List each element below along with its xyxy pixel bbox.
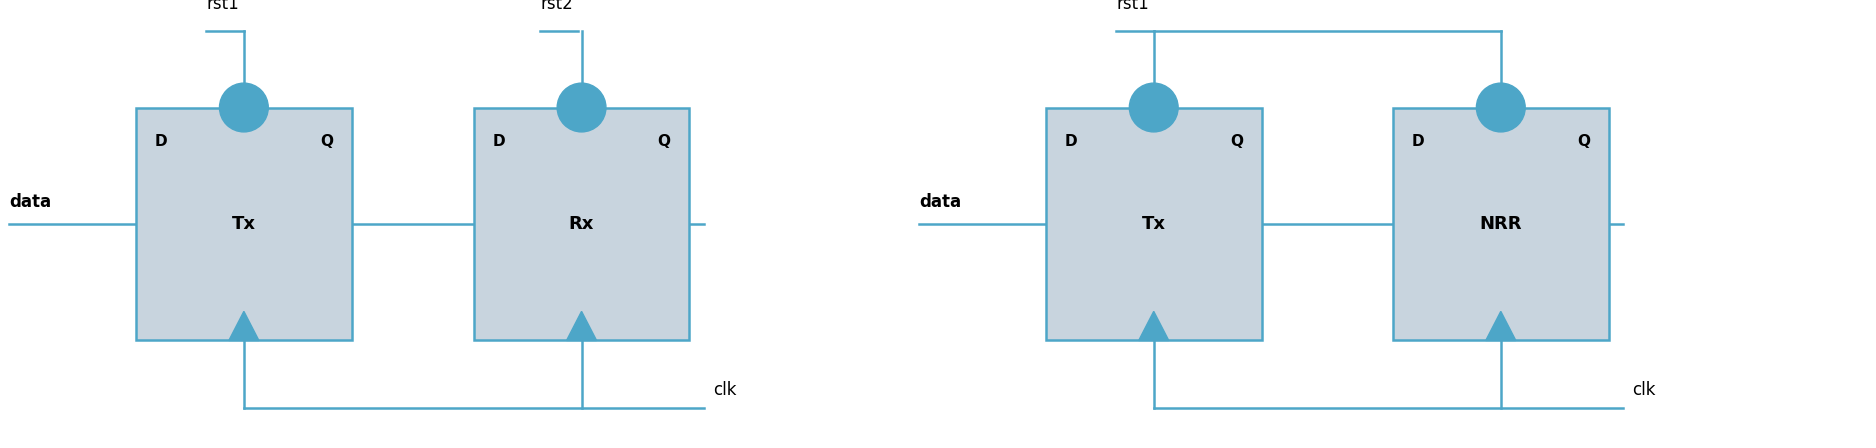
Text: Q: Q	[321, 134, 332, 149]
Ellipse shape	[219, 83, 268, 132]
Text: D: D	[492, 134, 505, 149]
Text: NRR: NRR	[1480, 215, 1521, 233]
Ellipse shape	[1129, 83, 1178, 132]
Bar	[473, 108, 688, 340]
Text: rst1: rst1	[1116, 0, 1148, 13]
Polygon shape	[567, 311, 597, 340]
Text: Q: Q	[658, 134, 672, 149]
Ellipse shape	[1476, 83, 1525, 132]
Polygon shape	[1486, 311, 1516, 340]
Bar	[1392, 108, 1608, 340]
Text: clk: clk	[713, 381, 737, 399]
Bar	[1045, 108, 1261, 340]
Text: D: D	[154, 134, 167, 149]
Text: data: data	[919, 193, 961, 211]
Text: Q: Q	[1231, 134, 1242, 149]
Text: Tx: Tx	[1142, 215, 1165, 233]
Text: D: D	[1064, 134, 1077, 149]
Ellipse shape	[557, 83, 606, 132]
Text: rst2: rst2	[540, 0, 572, 13]
Text: rst1: rst1	[206, 0, 238, 13]
Text: clk: clk	[1632, 381, 1657, 399]
Text: Rx: Rx	[568, 215, 595, 233]
Text: D: D	[1411, 134, 1424, 149]
Text: data: data	[9, 193, 51, 211]
Polygon shape	[229, 311, 259, 340]
Bar	[135, 108, 351, 340]
Text: Q: Q	[1578, 134, 1591, 149]
Text: Tx: Tx	[233, 215, 255, 233]
Polygon shape	[1139, 311, 1169, 340]
